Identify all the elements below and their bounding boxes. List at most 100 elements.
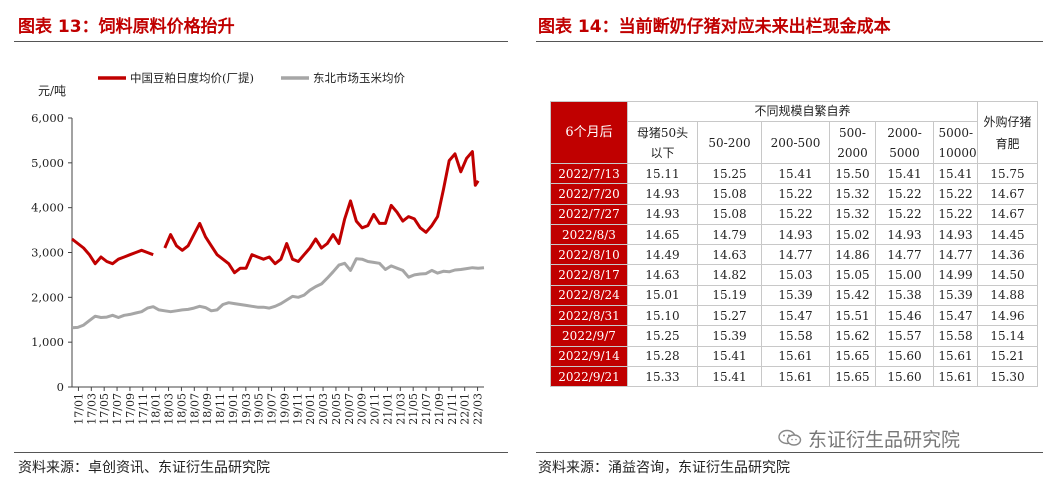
table-cell: 15.46 (875, 305, 934, 327)
table-body: 2022/7/13 15.11 15.25 15.41 15.50 15.41 15.41 1… (550, 162, 1038, 388)
table-cell: 15.25 (627, 325, 698, 347)
x-tick-label: 22/03 (472, 393, 485, 425)
table-cell: 15.47 (761, 305, 830, 327)
row-date: 2022/8/24 (550, 284, 628, 307)
table-cell: 15.02 (829, 223, 876, 246)
x-tick-label: 21/07 (420, 393, 433, 425)
table-cell: 15.58 (933, 325, 978, 347)
row-date: 2022/8/3 (550, 223, 628, 246)
row-date: 2022/8/17 (550, 264, 628, 286)
table-cell: 15.57 (875, 325, 934, 347)
x-tick-label: 17/09 (124, 393, 137, 425)
table-row: 2022/8/10 14.49 14.63 14.77 14.86 14.77 14.77 1… (550, 244, 1038, 266)
table-cell: 15.60 (875, 345, 934, 367)
source-divider (14, 452, 508, 453)
table-cell: 14.63 (627, 264, 698, 286)
table-cell: 14.77 (933, 244, 978, 266)
x-tick-label: 18/01 (150, 393, 163, 425)
table-cell: 15.32 (829, 183, 876, 205)
table-cell: 15.60 (875, 365, 934, 388)
feed-price-chart: 中国豆粕日度均价(厂提) 东北市场玉米均价 元/吨 0 1,000 2,000 3,00… (31, 71, 485, 425)
table-cell: 14.96 (977, 305, 1038, 327)
table-row: 2022/8/24 15.01 15.19 15.39 15.42 15.38 15.39 1… (550, 284, 1038, 307)
y-axis: 0 1,000 2,000 3,000 4,000 5,000 6,000 (31, 111, 73, 394)
table-column-header: 母猪50头以下 (627, 121, 698, 164)
x-tick-label: 20/03 (317, 393, 330, 425)
table-cell: 14.93 (875, 223, 934, 246)
x-axis: 17/01 17/03 17/05 17/07 17/09 17/11 18/01 18/03… (72, 386, 485, 425)
x-tick-label: 17/01 (72, 393, 85, 425)
table-cell: 15.62 (829, 325, 876, 347)
watermark: 东证衍生品研究院 (778, 425, 960, 453)
table-cell: 14.45 (977, 223, 1038, 246)
table-cell: 15.65 (829, 345, 876, 367)
x-tick-label: 19/09 (278, 393, 291, 425)
table-cell: 15.33 (627, 365, 698, 388)
table-cell: 14.50 (977, 264, 1038, 286)
row-date: 2022/8/10 (550, 244, 628, 266)
table-cell: 15.61 (761, 345, 830, 367)
y-tick-label: 3,000 (31, 246, 64, 260)
title-divider (536, 41, 1043, 42)
table-row: 2022/8/31 15.10 15.27 15.47 15.51 15.46 15.47 1… (550, 305, 1038, 327)
x-tick-label: 17/05 (98, 393, 111, 425)
x-tick-label: 22/01 (459, 393, 472, 425)
table-cell: 15.00 (875, 264, 934, 286)
table-cell: 15.47 (933, 305, 978, 327)
figure-14-source: 资料来源：涌益咨询，东证衍生品研究院 (538, 460, 790, 476)
table-cell: 15.32 (829, 203, 876, 225)
x-tick-label: 19/05 (253, 393, 266, 425)
wechat-icon (778, 428, 802, 453)
figure-13-source: 资料来源：卓创资讯、东证衍生品研究院 (18, 460, 270, 476)
table-cell: 14.86 (829, 244, 876, 266)
table-cell: 14.93 (761, 223, 830, 246)
table-cell: 14.99 (933, 264, 978, 286)
table-cell: 15.61 (933, 345, 978, 367)
table-cell: 14.36 (977, 244, 1038, 266)
table-cell: 15.11 (627, 162, 698, 185)
row-date: 2022/9/7 (550, 325, 628, 347)
table-row: 2022/9/7 15.25 15.39 15.58 15.62 15.57 15.58 15… (550, 325, 1038, 347)
x-tick-label: 21/03 (394, 393, 407, 425)
table-cell: 15.03 (761, 264, 830, 286)
x-tick-label: 18/11 (214, 393, 227, 425)
x-tick-label: 20/01 (304, 393, 317, 425)
table-row: 2022/7/27 14.93 15.08 15.22 15.32 15.22 15.22 1… (550, 203, 1038, 225)
table-cell: 15.39 (933, 284, 978, 307)
table-row: 2022/9/21 15.33 15.41 15.61 15.65 15.60 15.61 1… (550, 365, 1038, 388)
x-tick-label: 19/11 (291, 393, 304, 425)
cash-cost-table: 6个月后 不同规模自繁自养 外购仔猪育肥 母猪50头以下 50-200 200-50… (550, 101, 1038, 388)
y-axis-label: 元/吨 (38, 84, 66, 98)
table-row: 2022/7/13 15.11 15.25 15.41 15.50 15.41 15.41 1… (550, 162, 1038, 185)
x-tick-label: 21/05 (407, 393, 420, 425)
table-cell: 15.10 (627, 305, 698, 327)
source-divider (536, 452, 1043, 453)
table-row: 2022/8/17 14.63 14.82 15.03 15.05 15.00 14.99 1… (550, 264, 1038, 286)
table-cell: 15.08 (697, 183, 762, 205)
table-cell: 15.41 (875, 162, 934, 185)
row-date: 2022/9/21 (550, 365, 628, 388)
table-row: 2022/9/14 15.28 15.41 15.61 15.65 15.60 15.61 1… (550, 345, 1038, 367)
table-cell: 15.65 (829, 365, 876, 388)
x-tick-label: 17/03 (85, 393, 98, 425)
table-cell: 14.67 (977, 183, 1038, 205)
table-cell: 15.27 (697, 305, 762, 327)
series-line-soymeal (71, 237, 154, 266)
table-row: 2022/7/20 14.93 15.08 15.22 15.32 15.22 15.22 1… (550, 183, 1038, 205)
right-figure-panel: 图表 14：当前断奶仔猪对应未来出栏现金成本 6个月后 不同规模自繁自养 外购仔… (530, 0, 1051, 489)
row-date: 2022/9/14 (550, 345, 628, 367)
y-tick-label: 0 (57, 380, 64, 394)
row-date: 2022/7/20 (550, 183, 628, 205)
table-column-header: 50-200 (697, 121, 762, 164)
table-cell: 15.41 (761, 162, 830, 185)
table-cell: 15.01 (627, 284, 698, 307)
chart-legend: 中国豆粕日度均价(厂提) 东北市场玉米均价 (98, 71, 405, 85)
table-group-header: 不同规模自繁自养 (627, 101, 978, 122)
table-cell: 15.21 (977, 345, 1038, 367)
table-cell: 15.22 (875, 183, 934, 205)
table-cell: 15.61 (761, 365, 830, 388)
table-cell: 15.25 (697, 162, 762, 185)
y-tick-label: 4,000 (31, 201, 64, 215)
table-column-header: 2000-5000 (875, 121, 934, 164)
legend-label: 中国豆粕日度均价(厂提) (130, 71, 254, 85)
